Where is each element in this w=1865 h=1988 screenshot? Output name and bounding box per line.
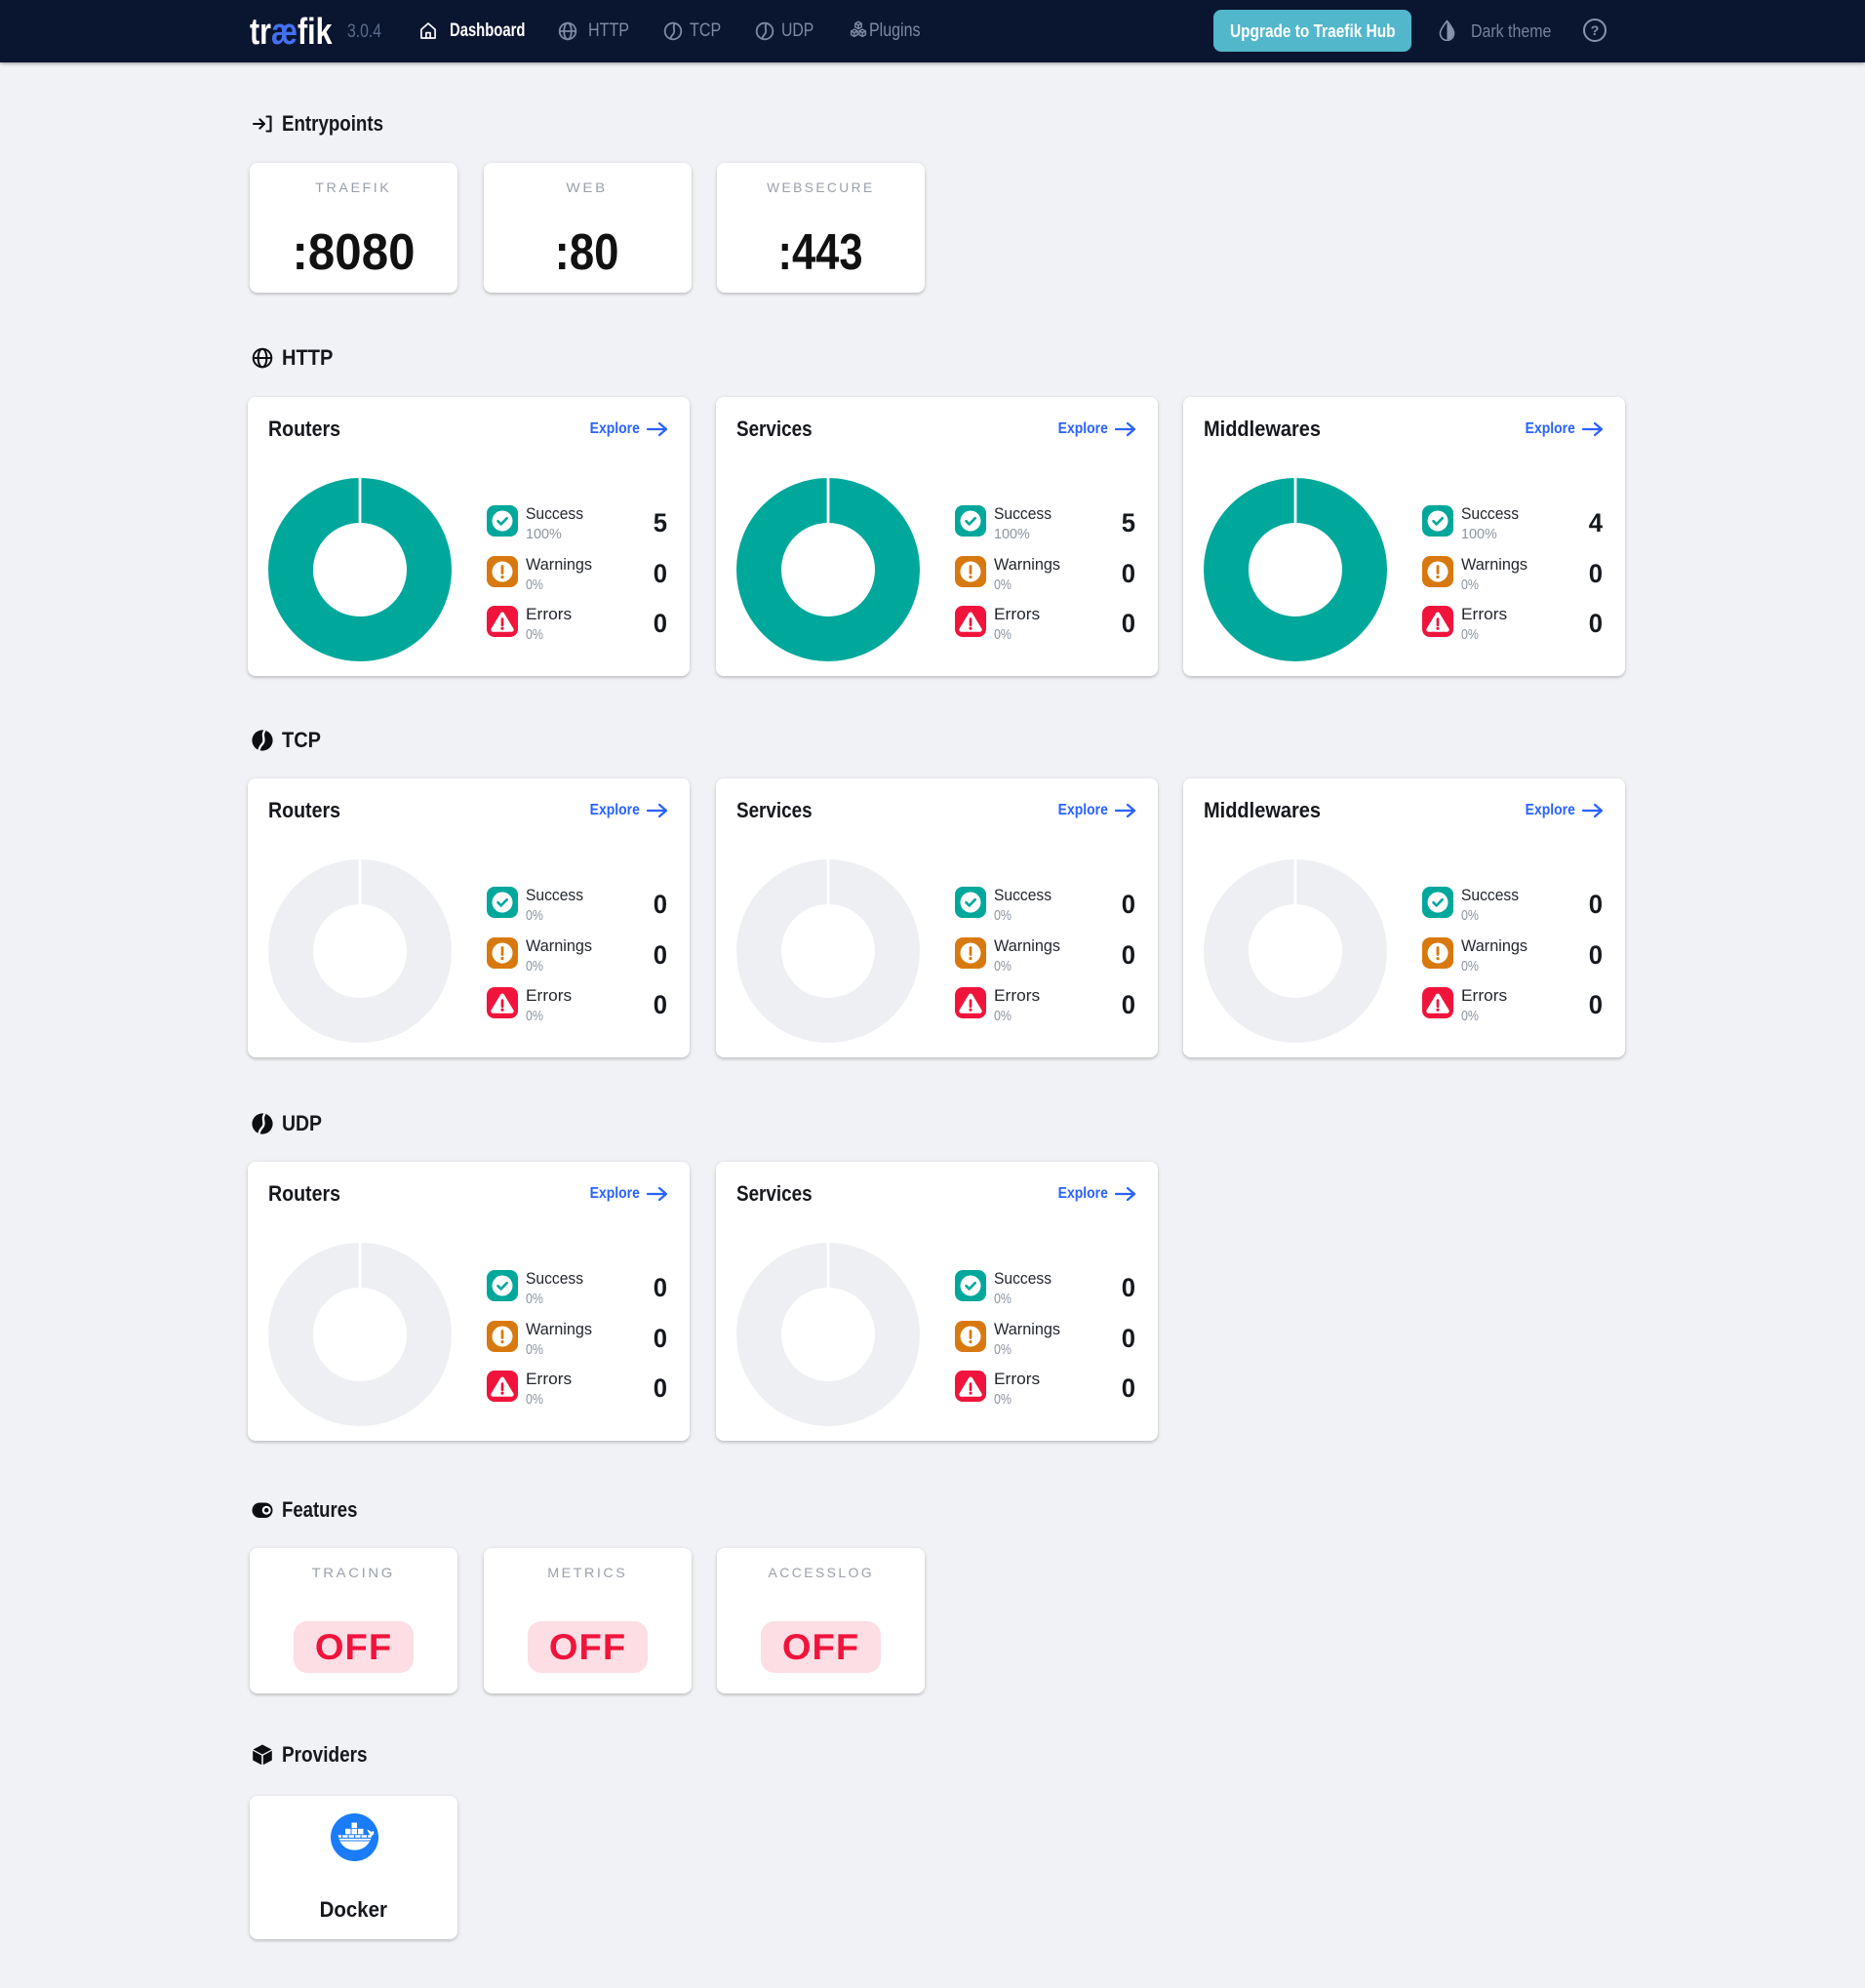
svg-text:?: ? (1591, 22, 1600, 38)
